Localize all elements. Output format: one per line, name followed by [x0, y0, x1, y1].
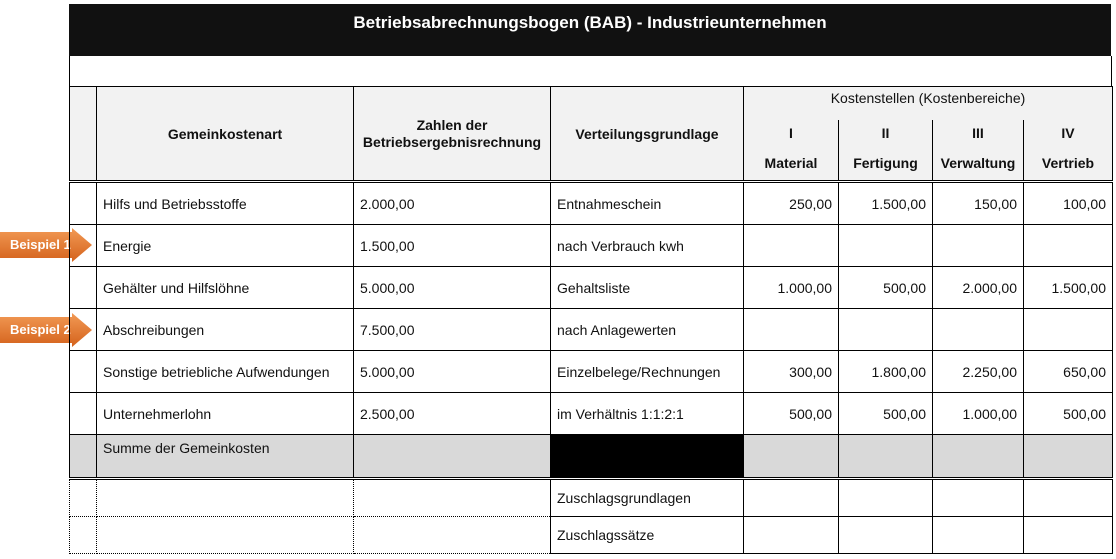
- cost-center-value: 100,00: [1023, 181, 1113, 225]
- cost-type: Hilfs und Betriebsstoffe: [96, 181, 354, 225]
- cost-type: Gehälter und Hilfslöhne: [96, 266, 354, 309]
- cost-center-numeral: II: [838, 120, 933, 146]
- table-row: Sonstige betriebliche Aufwendungen 5.000,…: [69, 350, 1113, 393]
- basis: nach Verbrauch kwh: [550, 224, 744, 267]
- cost-type: Abschreibungen: [96, 308, 354, 351]
- footer-label: Zuschlagsgrundlagen: [550, 478, 744, 517]
- amount: 5.000,00: [353, 350, 551, 393]
- cell: [743, 516, 839, 554]
- cell: [69, 266, 97, 309]
- cell: [69, 478, 97, 517]
- blacked-cell: [550, 434, 744, 480]
- sum-row: Summe der Gemeinkosten: [69, 434, 1113, 480]
- cell: [69, 350, 97, 393]
- header-cost-type: Gemeinkostenart: [96, 86, 354, 183]
- bab-table: Gemeinkostenart Zahlen der Betriebsergeb…: [69, 86, 1113, 554]
- cell: [1023, 434, 1113, 480]
- cost-center-value: [932, 224, 1024, 267]
- table-row: Energie 1.500,00 nach Verbrauch kwh: [69, 224, 1113, 267]
- cost-type: Unternehmerlohn: [96, 392, 354, 435]
- cost-center-value: 1.500,00: [838, 181, 933, 225]
- cost-center-name: Vertrieb: [1023, 146, 1113, 183]
- cell: [932, 478, 1024, 517]
- cost-center-value: [743, 308, 839, 351]
- header-amount: Zahlen der Betriebsergebnisrechnung: [353, 86, 551, 183]
- cost-center-value: [838, 308, 933, 351]
- footer-row: Zuschlagssätze: [69, 516, 1113, 554]
- footer-row: Zuschlagsgrundlagen: [69, 478, 1113, 517]
- cost-center-value: 300,00: [743, 350, 839, 393]
- cost-center-value: 2.250,00: [932, 350, 1024, 393]
- cost-center-value: 500,00: [838, 392, 933, 435]
- footer-label: Zuschlagssätze: [550, 516, 744, 554]
- cell: [69, 392, 97, 435]
- cell: [743, 478, 839, 517]
- cost-center-value: 2.000,00: [932, 266, 1024, 309]
- cost-center-value: [838, 224, 933, 267]
- page-title: Betriebsabrechnungsbogen (BAB) - Industr…: [69, 4, 1111, 56]
- cost-center-value: [932, 308, 1024, 351]
- cell: [1023, 478, 1113, 517]
- table-row: Gehälter und Hilfslöhne 5.000,00 Gehaltsli…: [69, 266, 1113, 309]
- cost-center-value: 500,00: [743, 392, 839, 435]
- amount: 1.500,00: [353, 224, 551, 267]
- cost-center-value: 1.000,00: [743, 266, 839, 309]
- amount: 5.000,00: [353, 266, 551, 309]
- cost-center-name: Material: [743, 146, 839, 183]
- cost-center-numeral: IV: [1023, 120, 1113, 146]
- basis: nach Anlagewerten: [550, 308, 744, 351]
- basis: Gehaltsliste: [550, 266, 744, 309]
- cost-center-name: Verwaltung: [932, 146, 1024, 183]
- basis: im Verhältnis 1:1:2:1: [550, 392, 744, 435]
- cost-center-value: 250,00: [743, 181, 839, 225]
- cost-center-value: 1.000,00: [932, 392, 1024, 435]
- cost-center-value: 650,00: [1023, 350, 1113, 393]
- basis: Einzelbelege/Rechnungen: [550, 350, 744, 393]
- cell: [69, 434, 97, 480]
- amount: 2.500,00: [353, 392, 551, 435]
- cell: [838, 478, 933, 517]
- cell: [353, 434, 551, 480]
- header-basis: Verteilungsgrundlage: [550, 86, 744, 183]
- cost-center-name: Fertigung: [838, 146, 933, 183]
- cell: [353, 516, 551, 554]
- cost-center-numeral: III: [932, 120, 1024, 146]
- cell: [69, 181, 97, 225]
- cost-type: Sonstige betriebliche Aufwendungen: [96, 350, 354, 393]
- sum-label: Summe der Gemeinkosten: [96, 434, 354, 480]
- cell: [69, 224, 97, 267]
- cell: [743, 434, 839, 480]
- amount: 7.500,00: [353, 308, 551, 351]
- cost-center-numeral: I: [743, 120, 839, 146]
- cost-center-value: [1023, 224, 1113, 267]
- cell: [96, 478, 354, 517]
- cost-type: Energie: [96, 224, 354, 267]
- cell: [353, 478, 551, 517]
- table-row: Unternehmerlohn 2.500,00 im Verhältnis 1:1…: [69, 392, 1113, 435]
- cost-center-value: [743, 224, 839, 267]
- cell: [69, 308, 97, 351]
- table-row: Abschreibungen 7.500,00 nach Anlagewerten: [69, 308, 1113, 351]
- header-empty: [69, 86, 97, 183]
- cost-center-value: 1.500,00: [1023, 266, 1113, 309]
- cell: [96, 516, 354, 554]
- basis: Entnahmeschein: [550, 181, 744, 225]
- spacer-row: [69, 56, 1112, 86]
- cost-center-value: 150,00: [932, 181, 1024, 225]
- cell: [932, 516, 1024, 554]
- cost-center-value: 500,00: [838, 266, 933, 309]
- table-row: Hilfs und Betriebsstoffe 2.000,00 Entnahme…: [69, 181, 1113, 225]
- cell: [838, 434, 933, 480]
- cost-center-value: 500,00: [1023, 392, 1113, 435]
- cell: [69, 516, 97, 554]
- cell: [838, 516, 933, 554]
- cost-center-value: 1.800,00: [838, 350, 933, 393]
- amount: 2.000,00: [353, 181, 551, 225]
- header-cost-centers: Kostenstellen (Kostenbereiche): [743, 86, 1113, 120]
- cost-center-value: [1023, 308, 1113, 351]
- cell: [1023, 516, 1113, 554]
- cell: [932, 434, 1024, 480]
